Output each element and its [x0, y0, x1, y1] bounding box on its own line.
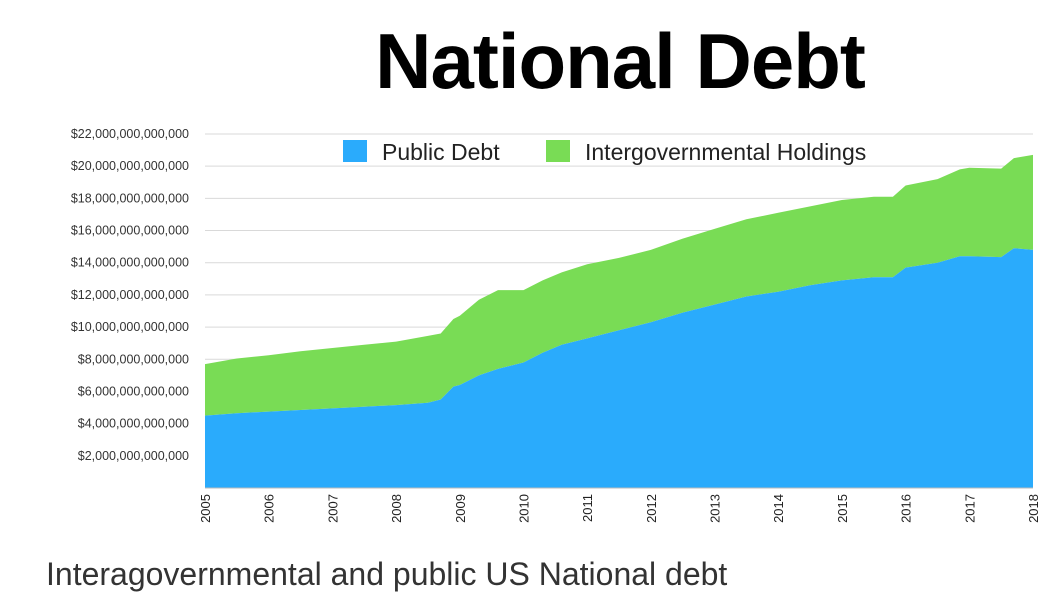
legend-swatch — [546, 140, 570, 162]
x-tick-label: 2015 — [835, 494, 850, 523]
x-tick-label: 2008 — [389, 494, 404, 523]
y-tick-label: $18,000,000,000,000 — [71, 191, 189, 205]
y-tick-label: $14,000,000,000,000 — [71, 256, 189, 270]
y-tick-label: $22,000,000,000,000 — [71, 127, 189, 141]
x-tick-label: 2017 — [962, 494, 977, 523]
y-tick-label: $10,000,000,000,000 — [71, 320, 189, 334]
x-tick-label: 2012 — [644, 494, 659, 523]
legend-label: Intergovernmental Holdings — [585, 139, 866, 165]
y-tick-label: $4,000,000,000,000 — [78, 417, 189, 431]
area-series — [205, 154, 1033, 489]
x-tick-label: 2016 — [899, 494, 914, 523]
x-tick-label: 2018 — [1026, 494, 1041, 523]
y-axis-ticks: $2,000,000,000,000 $4,000,000,000,000 $6,0… — [71, 127, 189, 463]
x-tick-label: 2014 — [771, 494, 786, 523]
legend-swatch — [343, 140, 367, 162]
x-axis-ticks: 2005 2006 2007 2008 2009 2010 2011 2012 2013 2014… — [198, 494, 1041, 523]
series-area-intergovernmental-holdings — [205, 154, 1033, 416]
y-tick-label: $6,000,000,000,000 — [78, 384, 189, 398]
x-tick-label: 2005 — [198, 494, 213, 523]
y-tick-label: $12,000,000,000,000 — [71, 288, 189, 302]
x-tick-label: 2011 — [580, 494, 595, 522]
y-tick-label: $2,000,000,000,000 — [78, 449, 189, 463]
y-tick-label: $8,000,000,000,000 — [78, 352, 189, 366]
legend-label: Public Debt — [382, 139, 500, 165]
x-tick-label: 2013 — [708, 494, 723, 523]
x-tick-label: 2009 — [453, 494, 468, 523]
chart-caption: Interagovernmental and public US Nationa… — [46, 556, 728, 592]
y-tick-label: $20,000,000,000,000 — [71, 159, 189, 173]
x-tick-label: 2006 — [262, 494, 277, 523]
y-tick-label: $16,000,000,000,000 — [71, 224, 189, 238]
x-tick-label: 2007 — [325, 494, 340, 523]
legend: Public Debt Intergovernmental Holdings — [343, 139, 866, 165]
chart-title: National Debt — [375, 17, 866, 105]
series-area-public-debt — [205, 248, 1033, 488]
x-tick-label: 2010 — [516, 494, 531, 523]
